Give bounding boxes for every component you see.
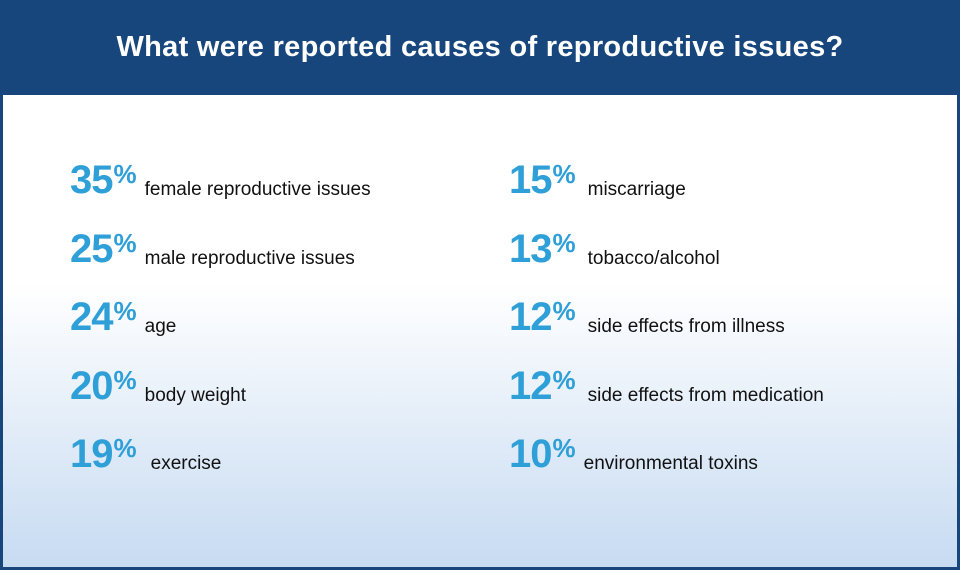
stat-percent: 12% — [509, 297, 576, 337]
stat-percent: 24% — [70, 297, 137, 337]
stat-value: 35 — [70, 158, 113, 202]
stat-percent: 25% — [70, 229, 137, 269]
percent-sign: % — [113, 365, 137, 395]
percent-sign: % — [552, 159, 576, 189]
stat-value: 10 — [509, 432, 552, 476]
stat-value: 20 — [70, 364, 113, 408]
stat-label: female reproductive issues — [144, 179, 371, 200]
stat-percent: 10% — [509, 434, 576, 474]
percent-sign: % — [552, 433, 576, 463]
stat-label: male reproductive issues — [144, 248, 355, 269]
stat-item: 25% male reproductive issues — [70, 229, 355, 269]
stat-item: 10% environmental toxins — [509, 434, 758, 474]
page-title: What were reported causes of reproductiv… — [0, 0, 960, 95]
percent-sign: % — [552, 228, 576, 258]
stat-label: miscarriage — [587, 179, 686, 200]
stat-percent: 12% — [509, 366, 576, 406]
stat-percent: 15% — [509, 160, 576, 200]
stat-item: 19% exercise — [70, 434, 221, 474]
percent-sign: % — [552, 365, 576, 395]
percent-sign: % — [113, 433, 137, 463]
stat-percent: 19% — [70, 434, 137, 474]
percent-sign: % — [113, 228, 137, 258]
stat-percent: 20% — [70, 366, 137, 406]
stat-item: 24% age — [70, 297, 176, 337]
stat-item: 13% tobacco/alcohol — [509, 229, 720, 269]
stat-item: 20% body weight — [70, 366, 246, 406]
stat-label: environmental toxins — [583, 453, 758, 474]
stat-label: age — [144, 316, 177, 337]
percent-sign: % — [552, 296, 576, 326]
stat-value: 12 — [509, 364, 552, 408]
stat-value: 19 — [70, 432, 113, 476]
stat-item: 35% female reproductive issues — [70, 160, 371, 200]
stat-label: body weight — [144, 385, 247, 406]
stat-label: exercise — [150, 453, 222, 474]
stat-value: 12 — [509, 295, 552, 339]
stat-value: 25 — [70, 227, 113, 271]
percent-sign: % — [113, 159, 137, 189]
stat-value: 24 — [70, 295, 113, 339]
stat-percent: 13% — [509, 229, 576, 269]
stat-label: side effects from medication — [587, 385, 824, 406]
stat-label: side effects from illness — [587, 316, 785, 337]
stat-value: 13 — [509, 227, 552, 271]
stat-item: 12% side effects from illness — [509, 297, 785, 337]
stat-label: tobacco/alcohol — [587, 248, 720, 269]
stat-percent: 35% — [70, 160, 137, 200]
stat-item: 15% miscarriage — [509, 160, 686, 200]
percent-sign: % — [113, 296, 137, 326]
stat-value: 15 — [509, 158, 552, 202]
stat-item: 12% side effects from medication — [509, 366, 824, 406]
